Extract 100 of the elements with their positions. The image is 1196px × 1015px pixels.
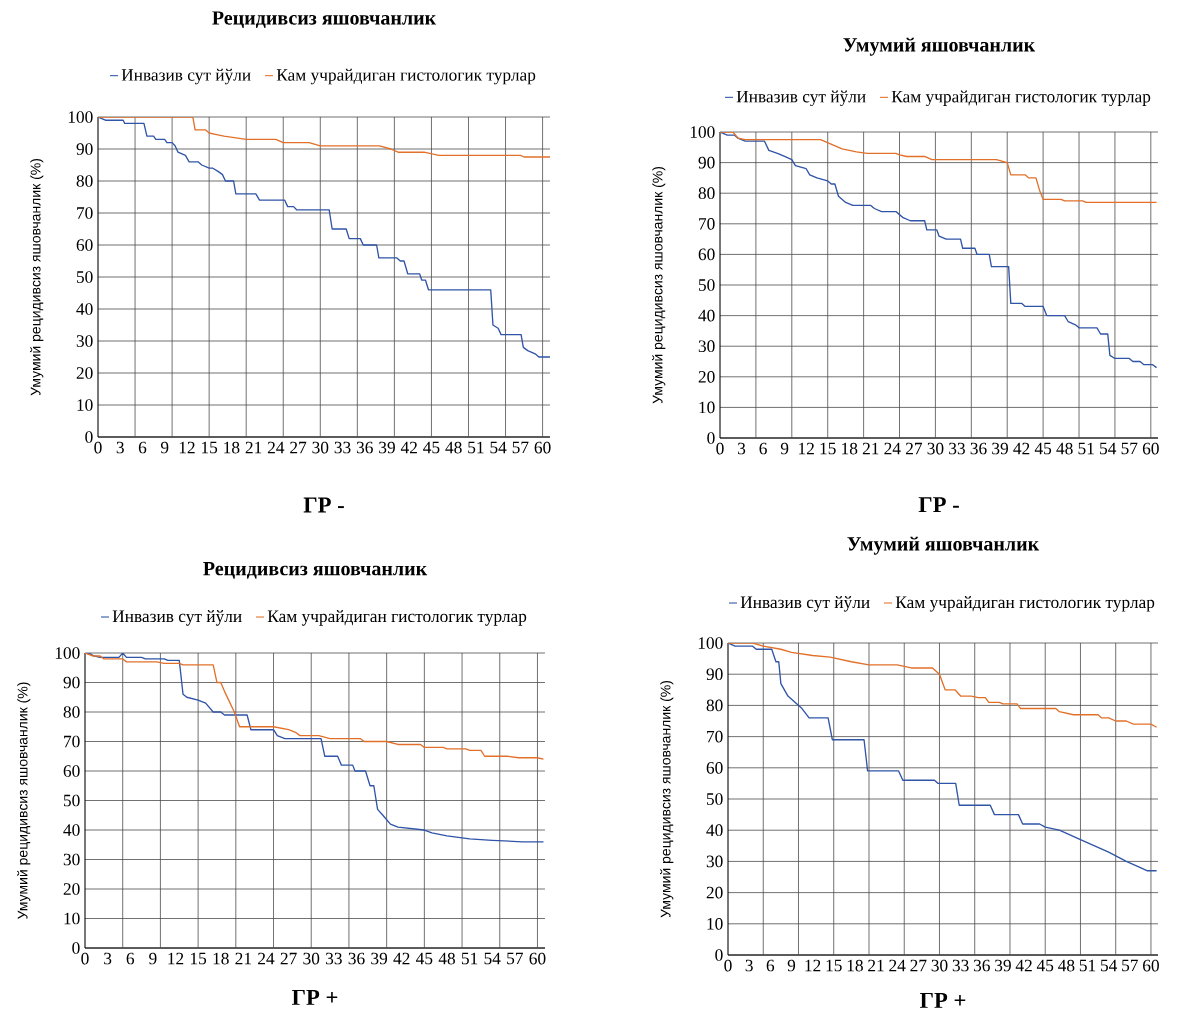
x-tick-label: 36: [970, 442, 987, 455]
line-series: [98, 117, 550, 358]
x-tick-label: 15: [820, 442, 836, 455]
chart-title: Рецидивсиз яшовчанлик: [203, 562, 428, 579]
line-series: [728, 643, 1158, 728]
y-tick-label: 20: [698, 370, 715, 383]
x-tick-label: 3: [745, 959, 753, 972]
y-tick-label: 100: [68, 111, 93, 123]
y-tick-label: 90: [63, 676, 80, 689]
y-tick-label: 80: [63, 706, 80, 718]
y-tick-label: 100: [690, 126, 715, 138]
x-tick-label: 60: [529, 952, 546, 965]
y-tick-label: 60: [698, 248, 715, 261]
y-tick-label: 70: [707, 730, 723, 743]
x-tick-label: 24: [267, 441, 285, 454]
x-tick-label: 27: [910, 959, 927, 972]
x-tick-label: 30: [931, 959, 948, 972]
x-tick-label: 12: [799, 442, 814, 455]
x-tick-label: 6: [759, 442, 767, 455]
x-tick-label: 18: [213, 952, 229, 965]
x-tick-label: 60: [1142, 442, 1159, 455]
x-axis-title: ГР -: [303, 497, 344, 513]
legend-label: Инвазив сут йўли: [740, 596, 870, 612]
y-tick-label: 100: [698, 637, 723, 649]
y-tick-label: 90: [76, 143, 93, 155]
y-tick-label: 70: [77, 207, 93, 219]
y-tick-label: 10: [77, 399, 93, 411]
x-tick-label: 39: [379, 441, 395, 454]
x-tick-label: 18: [224, 441, 240, 454]
x-tick-label: 21: [235, 952, 251, 965]
x-tick-label: 21: [862, 442, 879, 455]
y-tick-label: 20: [63, 883, 80, 895]
x-tick-label: 57: [507, 952, 524, 965]
x-tick-label: 12: [179, 441, 195, 454]
x-tick-label: 6: [766, 959, 775, 972]
x-tick-label: 27: [280, 952, 297, 965]
y-tick-label: 70: [699, 217, 715, 230]
x-tick-label: 21: [245, 441, 262, 454]
x-tick-label: 27: [290, 441, 307, 454]
legend-label: Кам учрайдиган гистологик турлар: [891, 90, 1151, 107]
x-tick-label: 54: [1100, 442, 1117, 455]
x-tick-label: 42: [1013, 442, 1030, 455]
y-tick-label: 50: [63, 794, 80, 807]
x-tick-label: 33: [949, 442, 965, 455]
x-tick-label: 15: [826, 959, 842, 972]
y-tick-label: 80: [76, 175, 93, 187]
x-tick-label: 18: [842, 442, 858, 455]
legend-label: Инвазив сут йўли: [736, 90, 866, 107]
y-tick-label: 40: [698, 309, 715, 322]
x-tick-label: 6: [138, 441, 147, 454]
line-series: [85, 653, 545, 760]
x-tick-label: 42: [400, 441, 417, 454]
y-tick-label: 40: [76, 303, 93, 315]
y-tick-label: 20: [76, 367, 93, 379]
y-tick-label: 100: [55, 647, 80, 659]
legend-label: Кам учрайдиган гистологик турлар: [276, 68, 536, 85]
y-tick-label: 0: [707, 432, 715, 444]
x-tick-label: 24: [258, 952, 275, 965]
x-axis-title: ГР -: [918, 497, 959, 513]
y-tick-label: 0: [72, 942, 80, 954]
x-tick-label: 45: [1034, 442, 1052, 455]
x-tick-label: 42: [1015, 959, 1032, 972]
x-tick-label: 48: [1056, 442, 1073, 455]
y-tick-label: 30: [63, 853, 80, 866]
x-tick-label: 54: [484, 952, 501, 965]
x-tick-label: 33: [952, 959, 969, 972]
y-tick-label: 0: [85, 431, 93, 443]
x-tick-label: 0: [724, 959, 732, 972]
x-tick-label: 12: [805, 959, 821, 972]
x-tick-label: 12: [168, 952, 184, 965]
x-tick-label: 60: [1143, 959, 1159, 972]
y-tick-label: 90: [706, 668, 723, 681]
y-tick-label: 40: [706, 824, 723, 837]
x-axis-title: ГР +: [292, 989, 338, 1005]
chart-title: Рецидивсиз яшовчанлик: [212, 11, 437, 28]
y-axis-title: Умумий рецидивсиз яшовчанлик (%): [30, 158, 44, 396]
x-tick-label: 30: [927, 442, 944, 455]
x-tick-label: 30: [303, 952, 320, 965]
y-tick-label: 30: [706, 855, 723, 868]
x-tick-label: 36: [973, 959, 990, 972]
x-tick-label: 51: [1079, 959, 1096, 972]
x-tick-label: 42: [393, 952, 410, 965]
y-tick-label: 60: [76, 239, 93, 251]
x-tick-label: 57: [1122, 959, 1138, 972]
y-tick-label: 60: [63, 765, 80, 777]
y-tick-label: 20: [706, 886, 723, 899]
x-tick-label: 9: [787, 959, 796, 972]
x-tick-label: 39: [995, 959, 1011, 972]
y-tick-label: 50: [76, 271, 93, 283]
x-tick-label: 51: [1078, 442, 1094, 455]
x-tick-label: 45: [1036, 959, 1054, 972]
x-tick-label: 15: [202, 441, 218, 454]
x-tick-label: 45: [416, 952, 433, 965]
x-tick-label: 45: [423, 441, 440, 454]
x-tick-label: 3: [104, 952, 112, 965]
x-tick-label: 54: [490, 441, 507, 454]
x-tick-label: 57: [1121, 442, 1138, 455]
x-tick-label: 15: [190, 952, 207, 965]
x-tick-label: 39: [992, 442, 1008, 455]
x-axis-title: ГР +: [920, 992, 966, 1008]
